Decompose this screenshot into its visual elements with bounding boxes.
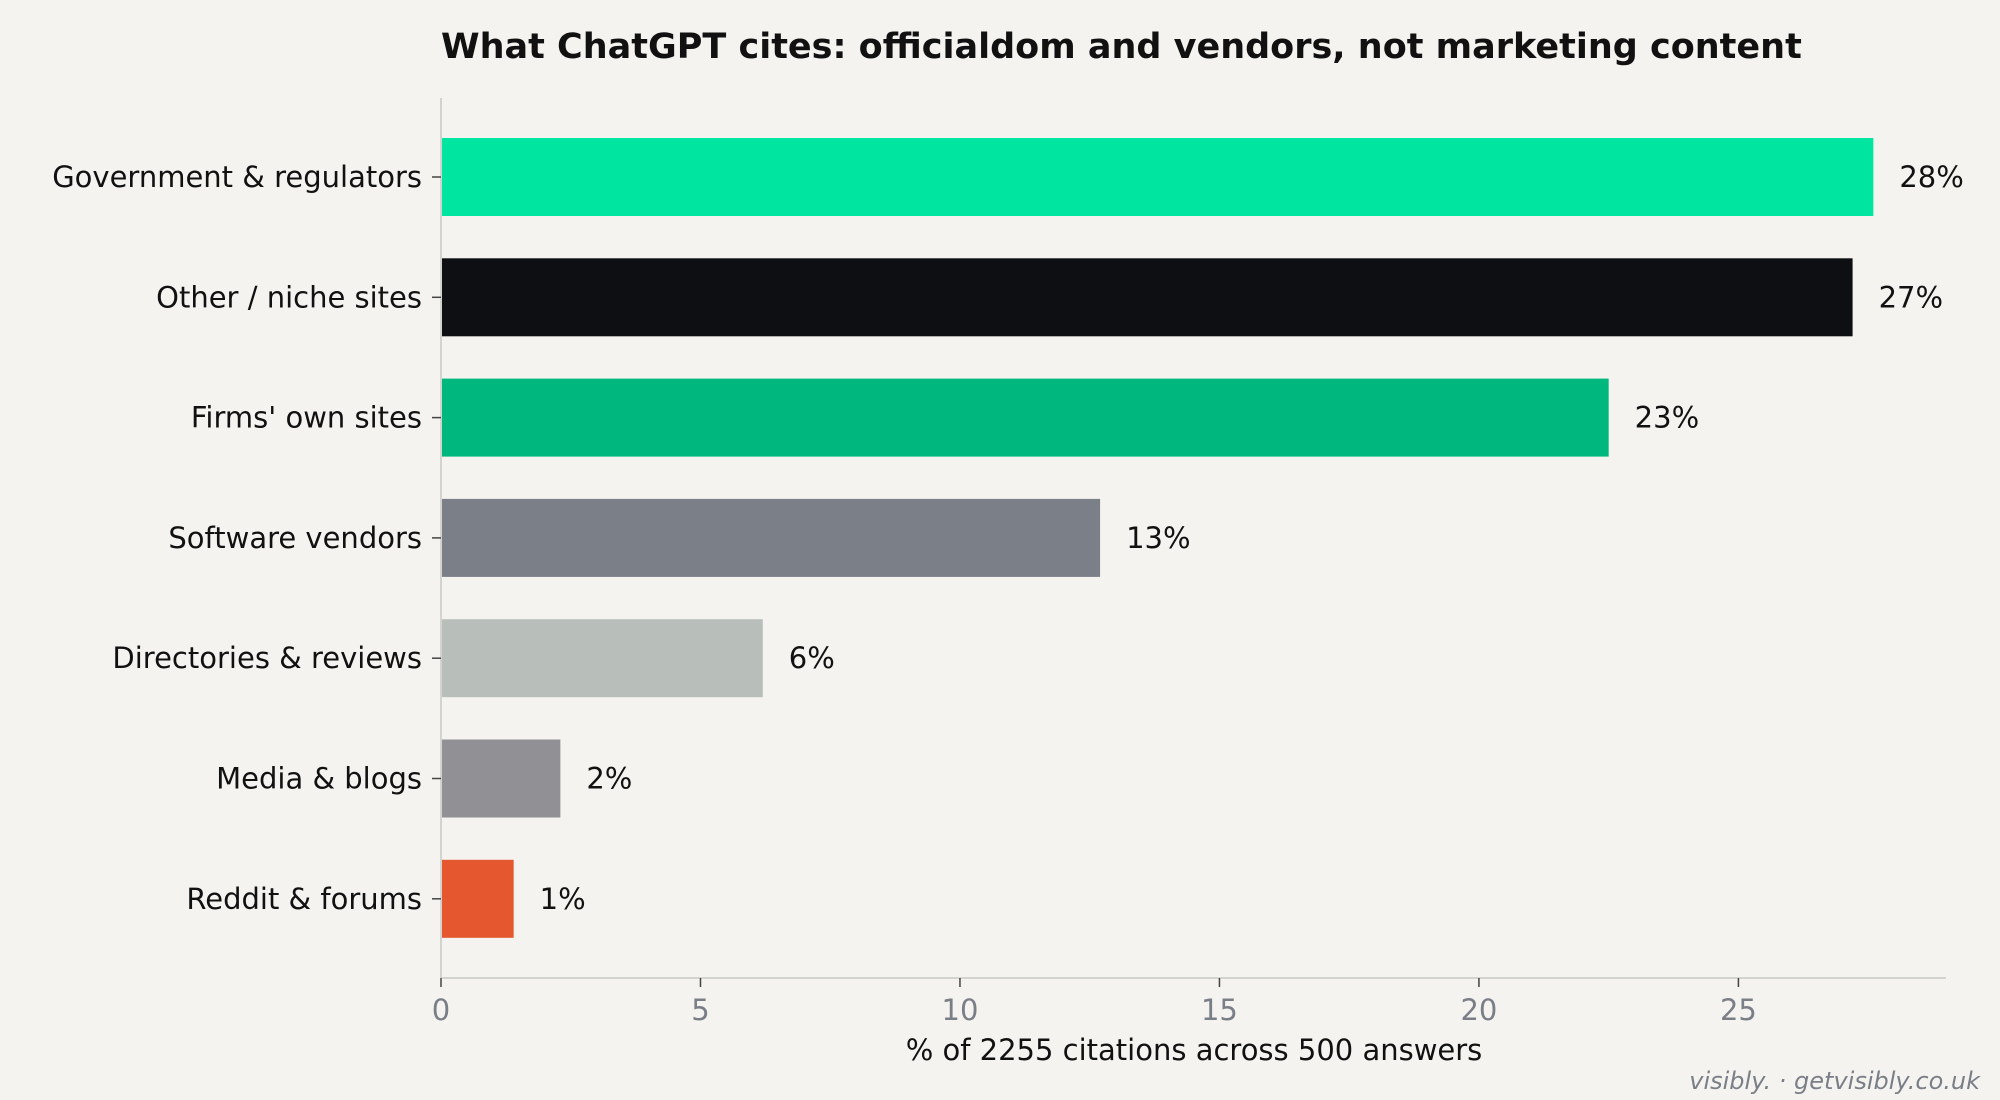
bar — [441, 859, 514, 938]
category-label: Firms' own sites — [191, 401, 422, 435]
category-label: Media & blogs — [216, 762, 422, 796]
chart-title: What ChatGPT cites: officialdom and vend… — [441, 27, 1802, 67]
bar — [441, 739, 561, 818]
bar — [441, 138, 1874, 216]
category-label: Other / niche sites — [156, 280, 422, 314]
data-label: 2% — [586, 762, 632, 796]
data-label: 23% — [1635, 401, 1699, 435]
x-tick-label: 0 — [432, 993, 450, 1027]
category-label: Directories & reviews — [112, 641, 422, 675]
category-label: Software vendors — [168, 521, 422, 555]
bar — [441, 619, 763, 698]
credit-text: visibly. · getvisibly.co.uk — [1689, 1067, 1981, 1095]
bars-layer: 28% 27% 23% 13% 6% 2% 1% — [441, 138, 1964, 938]
data-label: 27% — [1879, 280, 1943, 314]
x-axis: Government & regulators Other / niche sit… — [52, 98, 1946, 1027]
bar — [441, 498, 1101, 577]
x-tick-label: 25 — [1720, 993, 1757, 1027]
bar — [441, 378, 1609, 457]
data-label: 13% — [1126, 521, 1190, 555]
category-label: Reddit & forums — [186, 882, 422, 916]
x-tick-label: 15 — [1201, 993, 1238, 1027]
x-tick-label: 5 — [691, 993, 709, 1027]
data-label: 28% — [1899, 160, 1963, 194]
x-tick-label: 20 — [1460, 993, 1497, 1027]
x-axis-title: % of 2255 citations across 500 answers — [906, 1033, 1483, 1067]
bar — [441, 258, 1853, 337]
data-label: 1% — [540, 882, 586, 916]
data-label: 6% — [789, 641, 835, 675]
x-tick-label: 10 — [942, 993, 979, 1027]
category-label: Government & regulators — [52, 160, 422, 194]
